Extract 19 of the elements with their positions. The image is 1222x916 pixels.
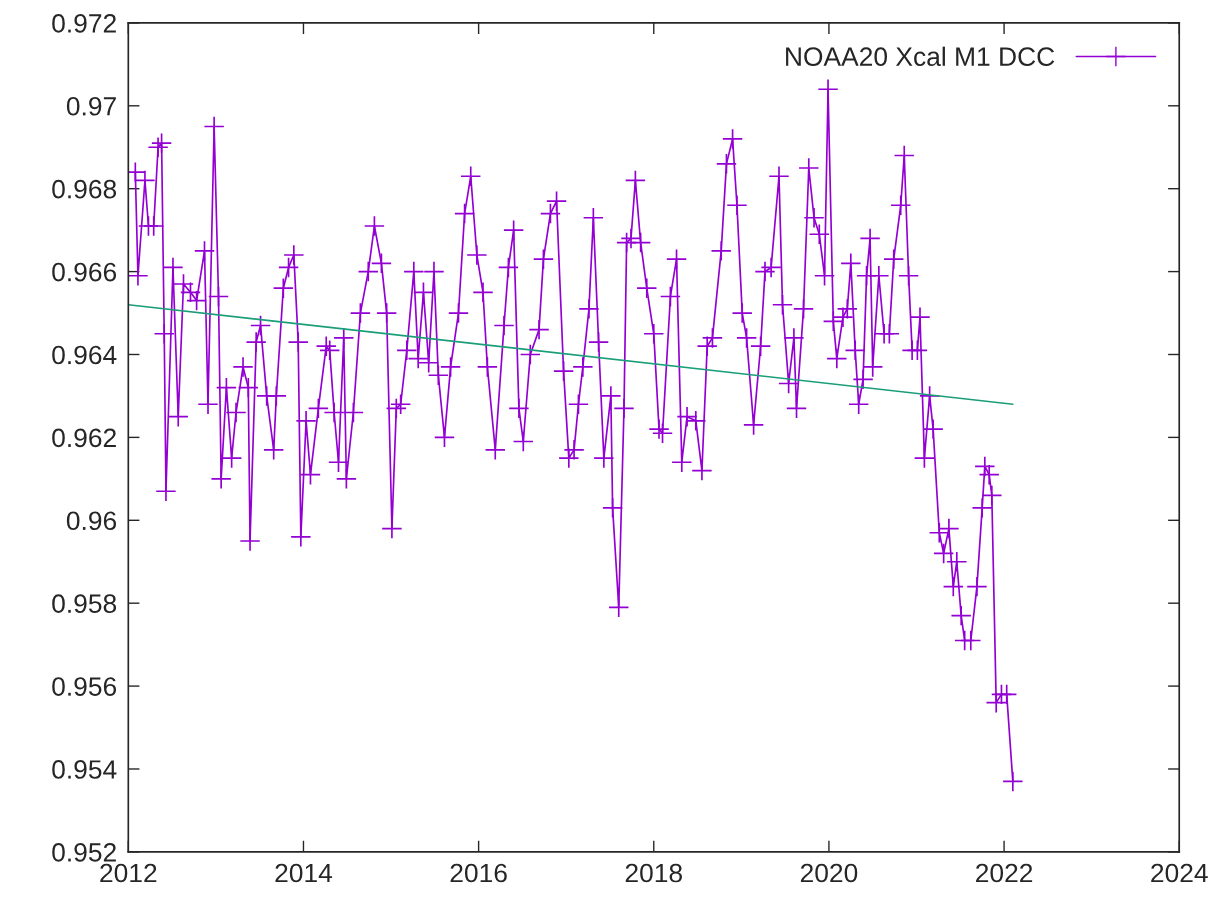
x-tick-label: 2018 bbox=[625, 863, 682, 883]
y-tick-label: 0.97 bbox=[66, 96, 116, 116]
y-tick-label: 0.956 bbox=[52, 677, 117, 696]
y-tick-label: 0.966 bbox=[52, 262, 117, 282]
x-tick-label: 2020 bbox=[800, 863, 858, 883]
legend-label: NOAA20 Xcal M1 DCC bbox=[786, 46, 1055, 67]
y-tick-label: 0.96 bbox=[66, 511, 117, 531]
y-tick-label: 0.958 bbox=[52, 594, 117, 614]
x-tick-label: 2022 bbox=[976, 863, 1033, 883]
y-tick-label: 0.964 bbox=[52, 345, 117, 365]
x-tick-label: 2012 bbox=[100, 863, 157, 883]
y-tick-label: 0.952 bbox=[52, 843, 116, 862]
x-tick-label: 2024 bbox=[1151, 863, 1208, 883]
y-tick-label: 0.972 bbox=[52, 14, 116, 33]
y-tick-label: 0.962 bbox=[52, 428, 116, 448]
y-tick-label: 0.968 bbox=[52, 179, 117, 199]
x-tick-label: 2014 bbox=[275, 863, 333, 883]
y-tick-label: 0.954 bbox=[52, 760, 117, 779]
x-tick-label: 2016 bbox=[450, 863, 507, 883]
